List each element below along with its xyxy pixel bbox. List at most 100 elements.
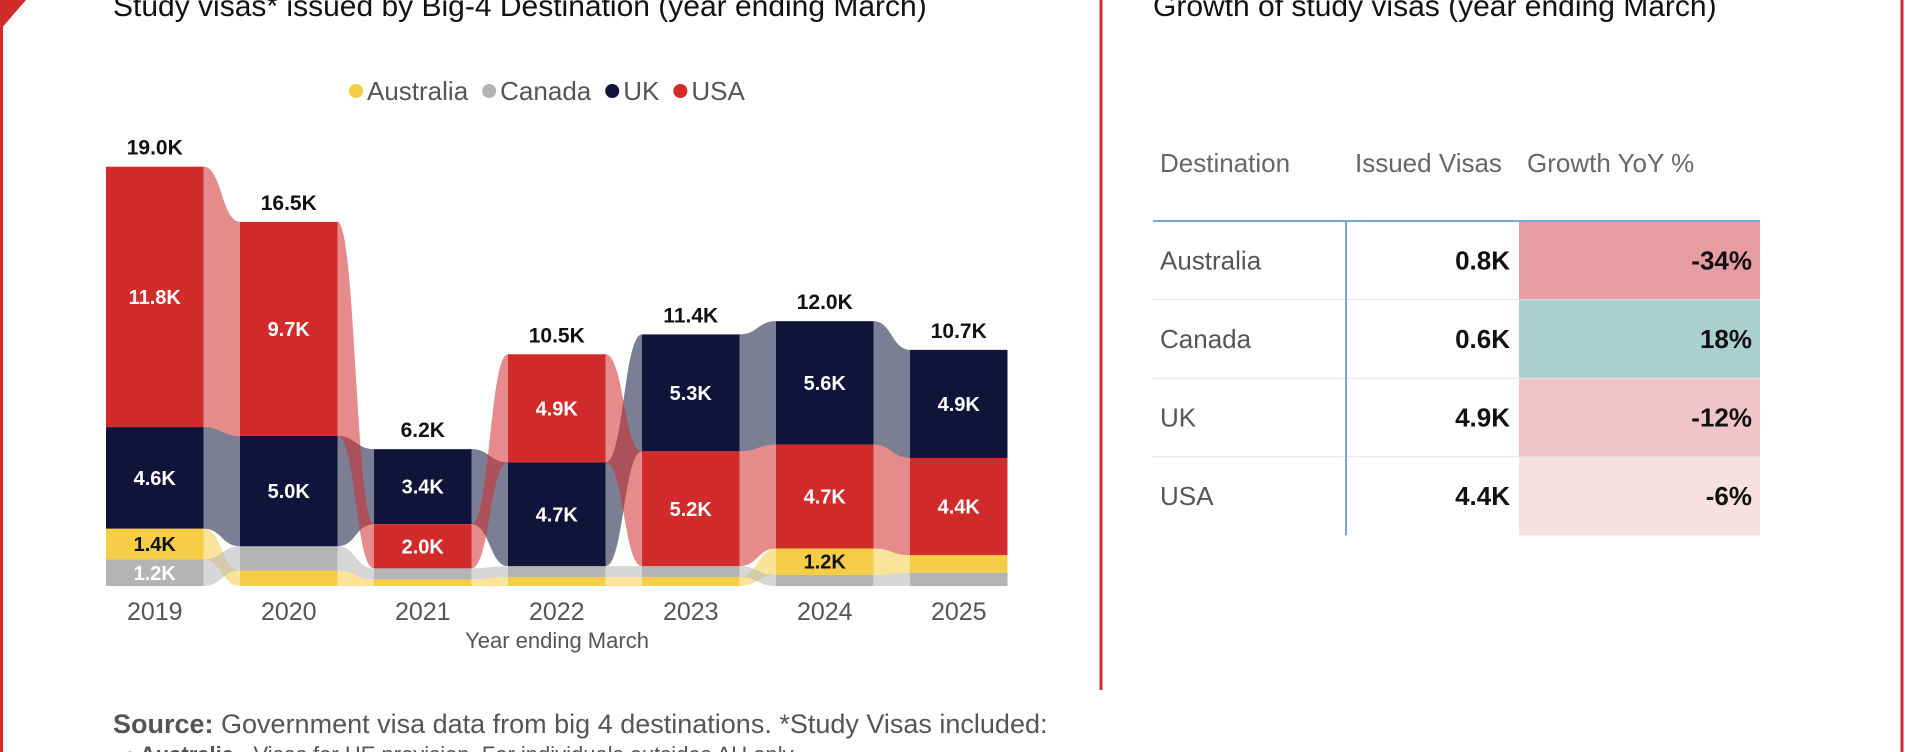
x-tick-label: 2019 xyxy=(127,598,183,626)
x-tick-label: 2021 xyxy=(395,598,451,626)
total-label: 10.5K xyxy=(529,324,585,347)
x-tick-label: 2025 xyxy=(931,598,987,626)
corner-mark xyxy=(0,0,26,30)
ribbons xyxy=(203,166,910,586)
ribbon xyxy=(605,354,642,567)
table-title: Growth of study visas (year ending March… xyxy=(1153,0,1717,23)
data-label: 3.4K xyxy=(402,477,445,499)
data-label: 5.6K xyxy=(804,373,847,395)
bar-segment xyxy=(106,559,204,586)
bar-segment xyxy=(106,427,204,529)
x-axis-title: Year ending March xyxy=(465,628,649,653)
growth-value: 18% xyxy=(1700,324,1752,354)
legend-label: UK xyxy=(623,76,660,106)
bar-segment xyxy=(240,435,338,547)
growth-value: -12% xyxy=(1691,403,1752,433)
data-label: 11.8K xyxy=(129,287,182,309)
ribbon xyxy=(605,577,642,586)
bar-segment xyxy=(508,354,606,463)
growth-cell xyxy=(1519,378,1760,457)
bar-segment xyxy=(910,555,1008,573)
column-header: Destination xyxy=(1160,148,1290,178)
bar-segment xyxy=(910,457,1008,556)
ribbon xyxy=(739,566,776,586)
ribbon xyxy=(739,444,776,567)
data-label: 4.4K xyxy=(938,497,981,519)
data-label: 5.0K xyxy=(268,481,311,503)
ribbon xyxy=(471,354,508,569)
bar-segment xyxy=(910,572,1008,586)
bar-segment xyxy=(240,221,338,436)
ribbon xyxy=(337,570,374,586)
bar-segment xyxy=(106,528,204,560)
bar-segment xyxy=(508,577,606,586)
row-label: Australia xyxy=(1160,245,1262,275)
row-label: UK xyxy=(1160,403,1197,433)
bar-segment xyxy=(508,566,606,578)
growth-value: -34% xyxy=(1691,245,1752,275)
note-text: - Visas for HE provision. For individual… xyxy=(234,742,794,752)
legend-swatch xyxy=(482,84,497,98)
x-tick-label: 2023 xyxy=(663,598,719,626)
data-label: 4.7K xyxy=(536,504,579,526)
legend-label: USA xyxy=(691,76,745,106)
bar-segment xyxy=(910,349,1008,458)
total-label: 12.0K xyxy=(797,291,853,314)
legend-swatch xyxy=(605,84,620,98)
legend-label: Canada xyxy=(500,76,592,106)
note: • Australia - Visas for HE provision. Fo… xyxy=(126,742,794,752)
ribbon xyxy=(605,566,642,578)
chart-title: Study visas* issued by Big-4 Destination… xyxy=(113,0,927,23)
bar-segment xyxy=(642,334,740,452)
bar-segment xyxy=(240,570,338,586)
total-label: 6.2K xyxy=(401,419,445,442)
data-label: 1.2K xyxy=(134,563,177,585)
data-label: 4.6K xyxy=(134,468,177,490)
ribbon xyxy=(203,546,240,586)
row-label: Canada xyxy=(1160,324,1252,354)
row-label: USA xyxy=(1160,481,1214,511)
bar-segment xyxy=(776,321,874,445)
x-tick-label: 2024 xyxy=(797,598,853,626)
ribbon xyxy=(873,548,910,575)
bar-segment xyxy=(374,449,472,525)
data-label: 4.7K xyxy=(804,487,847,509)
data-label: 4.9K xyxy=(938,394,981,416)
ribbon xyxy=(873,444,910,556)
data-label: 5.3K xyxy=(670,383,713,405)
data-label: 2.0K xyxy=(402,536,445,558)
legend-swatch xyxy=(673,84,688,98)
legend-swatch xyxy=(349,84,363,98)
data-label: 4.9K xyxy=(536,398,579,420)
issued-value: 4.4K xyxy=(1455,481,1510,511)
ribbon xyxy=(337,221,374,569)
bar-segment xyxy=(642,577,740,586)
bar-segment xyxy=(508,462,606,567)
growth-cell xyxy=(1519,299,1760,379)
ribbon xyxy=(471,577,508,586)
bar-segment xyxy=(374,524,472,569)
ribbon xyxy=(203,427,240,547)
source-label: Source: xyxy=(113,709,214,739)
growth-value: -6% xyxy=(1706,481,1752,511)
source: Source: Government visa data from big 4 … xyxy=(113,709,1048,739)
bar-segment xyxy=(642,566,740,578)
issued-value: 0.8K xyxy=(1455,245,1510,275)
data-label: 5.2K xyxy=(670,499,713,521)
ribbon xyxy=(873,321,910,458)
bar-segment xyxy=(374,579,472,586)
ribbon xyxy=(337,546,374,580)
bar-segment xyxy=(374,568,472,580)
total-label: 10.7K xyxy=(931,320,987,343)
growth-cell xyxy=(1519,221,1760,300)
ribbon xyxy=(873,572,910,586)
column-header: Growth YoY % xyxy=(1527,148,1694,178)
issued-value: 4.9K xyxy=(1455,403,1510,433)
column-header: Issued Visas xyxy=(1355,148,1502,178)
bar-segment xyxy=(776,574,874,586)
total-label: 16.5K xyxy=(261,192,317,215)
data-label: 9.7K xyxy=(268,319,311,341)
bar-segment xyxy=(642,451,740,567)
